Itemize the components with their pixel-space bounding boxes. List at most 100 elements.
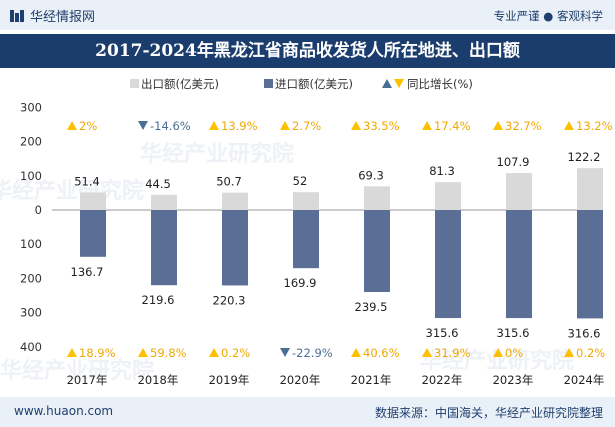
tagline: 专业严谨 ● 客观科学 [493,9,603,23]
import-growth-label: 0% [505,346,523,360]
growth-up-triangle-icon [67,121,77,130]
legend-down-triangle-icon [382,79,392,88]
growth-up-triangle-icon [351,348,361,357]
import-value-label: 315.6 [497,326,530,340]
brand-logo: 华经情报网 [10,6,95,25]
x-tick-label: 2020年 [280,373,321,387]
growth-up-triangle-icon [564,121,574,130]
watermark-text: 华经产业研究院 [0,178,144,204]
footer-source: 数据来源：中国海关，华经产业研究院整理 [374,406,603,420]
legend-export-swatch [130,79,139,88]
footer-banner: www.huaon.com 数据来源：中国海关，华经产业研究院整理 [0,397,615,427]
top-banner: 华经情报网 专业严谨 ● 客观科学 [0,0,615,30]
y-tick-label: 0 [35,203,42,217]
watermark-text: 华经产业研究院 [140,141,294,167]
growth-up-triangle-icon [209,348,219,357]
bar-layer [80,168,603,319]
brand-name: 华经情报网 [30,10,96,25]
growth-up-triangle-icon [67,348,77,357]
y-tick-label: 300 [20,306,42,320]
import-bar [577,210,603,319]
import-bar [151,210,177,286]
export-value-label: 69.3 [358,168,384,182]
import-value-label: 220.3 [213,293,246,307]
export-growth-label: 2% [79,119,97,133]
x-tick-label: 2017年 [67,373,108,387]
legend-export-label: 出口额(亿美元) [141,77,219,91]
export-value-label: 51.4 [74,174,100,188]
import-value-label: 219.6 [142,293,175,307]
x-tick-label: 2024年 [564,373,605,387]
legend-up-triangle-icon [394,79,404,88]
growth-up-triangle-icon [422,121,432,130]
footer-url[interactable]: www.huaon.com [14,404,114,418]
export-value-label: 50.7 [216,175,242,189]
growth-markers: 2% 18.9% -14.6% 59.8% 13.9% 0.2% 2.7% -22.9% 33.… [67,119,613,360]
export-bar [222,192,248,210]
export-bar [151,194,177,210]
growth-up-triangle-icon [280,121,290,130]
export-bar [80,192,106,210]
legend: 出口额(亿美元) 进口额(亿美元) 同比增长(%) [130,77,473,91]
growth-up-triangle-icon [351,121,361,130]
legend-import-label: 进口额(亿美元) [275,77,353,91]
export-growth-label: -14.6% [150,119,191,133]
growth-up-triangle-icon [493,121,503,130]
x-tick-label: 2021年 [351,373,392,387]
legend-import-swatch [264,79,273,88]
export-value-label: 81.3 [429,164,455,178]
export-value-label: 44.5 [145,177,171,191]
import-bar [293,210,319,269]
export-growth-label: 32.7% [505,119,542,133]
chart-title: 2017-2024年黑龙江省商品收发货人所在地进、出口额 [0,34,615,68]
import-value-label: 316.6 [568,326,601,340]
data-labels: 51.4 136.7 44.5 219.6 50.7 220.3 52 169.9 69.3 23… [71,150,601,340]
x-tick-label: 2019年 [209,373,250,387]
import-value-label: 315.6 [426,326,459,340]
import-growth-label: 0.2% [221,346,250,360]
growth-up-triangle-icon [209,121,219,130]
export-value-label: 52 [293,174,308,188]
brand-logo-icon [10,9,24,22]
growth-up-triangle-icon [422,348,432,357]
export-value-label: 107.9 [497,155,530,169]
y-tick-label: 300 [20,100,42,114]
import-growth-label: 31.9% [434,346,471,360]
import-bar [364,210,390,293]
export-bar [364,186,390,210]
import-growth-label: 59.8% [150,346,187,360]
growth-down-triangle-icon [280,348,290,357]
growth-up-triangle-icon [493,348,503,357]
export-growth-label: 13.9% [221,119,258,133]
import-bar [506,210,532,319]
x-axis-labels: 2017年 2018年 2019年 2020年 2021年 2022年 2023年 2024年 [67,373,605,387]
import-bar [222,210,248,286]
export-bar [577,168,603,210]
import-growth-label: 18.9% [79,346,116,360]
x-tick-label: 2022年 [422,373,463,387]
x-tick-label: 2018年 [138,373,179,387]
import-bar [435,210,461,319]
export-bar [293,192,319,210]
watermark-text: 华经产业研究院 [0,358,154,384]
import-value-label: 169.9 [284,276,317,290]
export-growth-label: 17.4% [434,119,471,133]
import-growth-label: 0.2% [576,346,605,360]
import-growth-label: -22.9% [292,346,333,360]
x-tick-label: 2023年 [493,373,534,387]
growth-up-triangle-icon [564,348,574,357]
export-growth-label: 13.2% [576,119,613,133]
export-value-label: 122.2 [568,150,601,164]
import-growth-label: 40.6% [363,346,400,360]
export-bar [435,182,461,210]
export-growth-label: 2.7% [292,119,321,133]
import-value-label: 136.7 [71,265,104,279]
growth-up-triangle-icon [138,348,148,357]
y-tick-label: 100 [20,237,42,251]
growth-down-triangle-icon [138,121,148,130]
y-tick-label: 200 [20,271,42,285]
y-tick-label: 200 [20,135,42,149]
import-value-label: 239.5 [355,300,388,314]
